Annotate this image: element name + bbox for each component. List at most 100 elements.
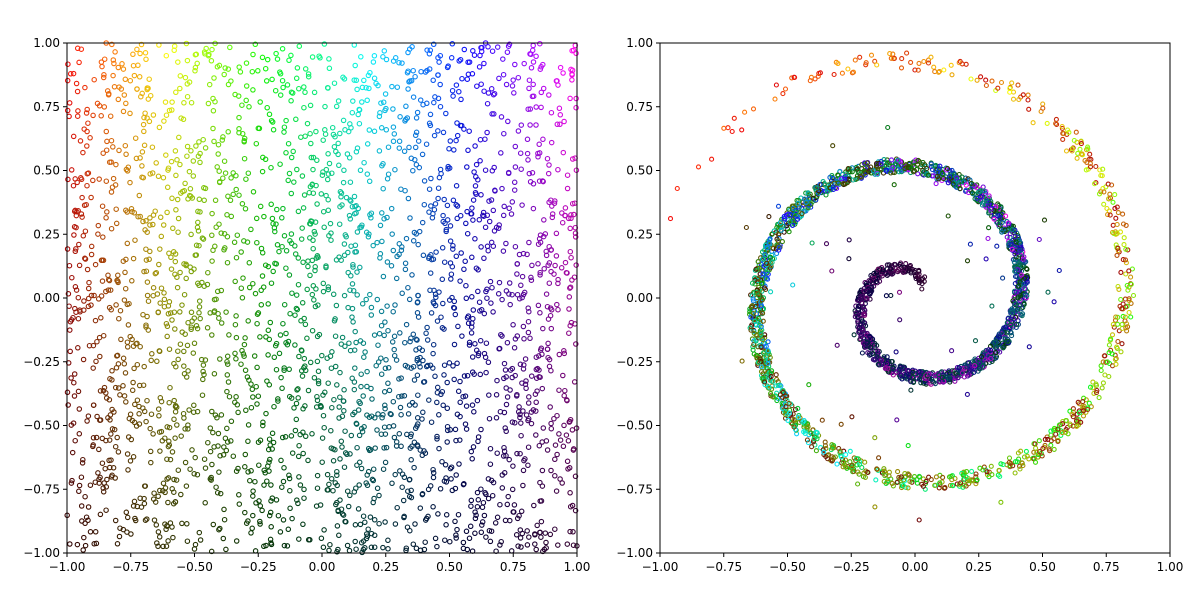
spiral-point <box>838 176 845 182</box>
data-point <box>197 315 203 322</box>
data-point <box>296 353 302 360</box>
data-point <box>279 77 286 84</box>
data-point <box>377 110 383 116</box>
data-point <box>435 128 441 134</box>
data-point <box>273 261 280 267</box>
data-point <box>277 529 284 535</box>
data-point <box>267 319 274 326</box>
spiral-point <box>969 190 975 196</box>
data-point <box>224 372 231 378</box>
data-point <box>493 392 500 398</box>
data-point <box>573 50 579 57</box>
data-point <box>273 497 280 503</box>
data-point <box>544 447 551 453</box>
data-point <box>65 176 71 183</box>
data-point <box>193 242 200 249</box>
data-point <box>326 547 332 554</box>
spiral-point <box>1009 80 1015 86</box>
data-point <box>78 46 85 52</box>
spiral-point <box>760 318 766 324</box>
data-point <box>367 69 373 76</box>
data-point <box>123 399 129 405</box>
data-point <box>499 185 505 192</box>
data-point <box>117 392 123 398</box>
data-point <box>175 229 181 235</box>
data-point <box>528 420 535 427</box>
data-point <box>353 339 359 346</box>
data-point <box>212 243 218 250</box>
data-point <box>347 179 354 185</box>
data-point <box>457 56 464 63</box>
data-point <box>136 382 143 389</box>
data-point <box>333 302 340 309</box>
data-point <box>233 356 239 362</box>
data-point <box>428 310 435 316</box>
data-point <box>567 322 573 329</box>
data-point <box>109 377 115 383</box>
data-point <box>91 292 97 299</box>
data-point <box>311 228 318 235</box>
data-point <box>528 51 534 58</box>
data-point <box>221 506 227 513</box>
spiral-point <box>883 162 889 168</box>
data-point <box>97 388 104 394</box>
data-point <box>539 483 546 489</box>
data-point <box>160 222 167 228</box>
data-point <box>407 527 413 534</box>
data-point <box>196 529 203 536</box>
data-point <box>530 407 537 413</box>
data-point <box>509 199 516 205</box>
data-point <box>443 522 449 528</box>
data-point <box>225 379 232 385</box>
data-point <box>209 408 215 415</box>
data-point <box>328 427 334 434</box>
data-point <box>286 272 293 278</box>
spiral-point <box>709 156 715 162</box>
data-point <box>528 65 535 71</box>
data-point <box>414 415 421 421</box>
data-point <box>566 306 572 312</box>
data-point <box>432 201 439 207</box>
spiral-point <box>1124 328 1130 334</box>
data-point <box>426 397 432 403</box>
data-point <box>168 266 175 272</box>
data-point <box>486 392 492 398</box>
spiral-point <box>983 256 989 262</box>
data-point <box>335 546 341 553</box>
spiral-point <box>834 461 840 467</box>
data-point <box>128 436 135 443</box>
data-point <box>75 294 82 301</box>
data-point <box>266 512 273 519</box>
data-point <box>445 63 451 69</box>
data-point <box>334 382 340 388</box>
data-point <box>401 513 407 520</box>
data-point <box>177 269 183 276</box>
spiral-point <box>961 476 967 483</box>
data-point <box>510 509 516 515</box>
data-point <box>320 280 327 287</box>
data-point <box>188 326 194 333</box>
data-point <box>269 430 276 437</box>
data-point <box>429 215 436 221</box>
data-point <box>325 380 331 386</box>
spiral-point <box>988 206 994 212</box>
data-point <box>352 328 358 335</box>
data-point <box>305 387 312 394</box>
data-point <box>68 480 75 486</box>
data-point <box>87 482 94 488</box>
spiral-point <box>1016 96 1022 103</box>
data-point <box>573 167 580 173</box>
spiral-point <box>873 161 880 167</box>
data-point <box>349 109 356 116</box>
data-point <box>440 402 446 409</box>
spiral-point <box>774 398 780 404</box>
data-point <box>548 467 554 474</box>
x-tick-label: −1.00 <box>49 560 86 574</box>
data-point <box>221 231 228 237</box>
data-point <box>173 89 179 96</box>
data-point <box>549 203 555 209</box>
data-point <box>69 477 75 484</box>
data-point <box>178 491 184 498</box>
spiral-point <box>877 357 883 363</box>
data-point <box>445 163 451 170</box>
